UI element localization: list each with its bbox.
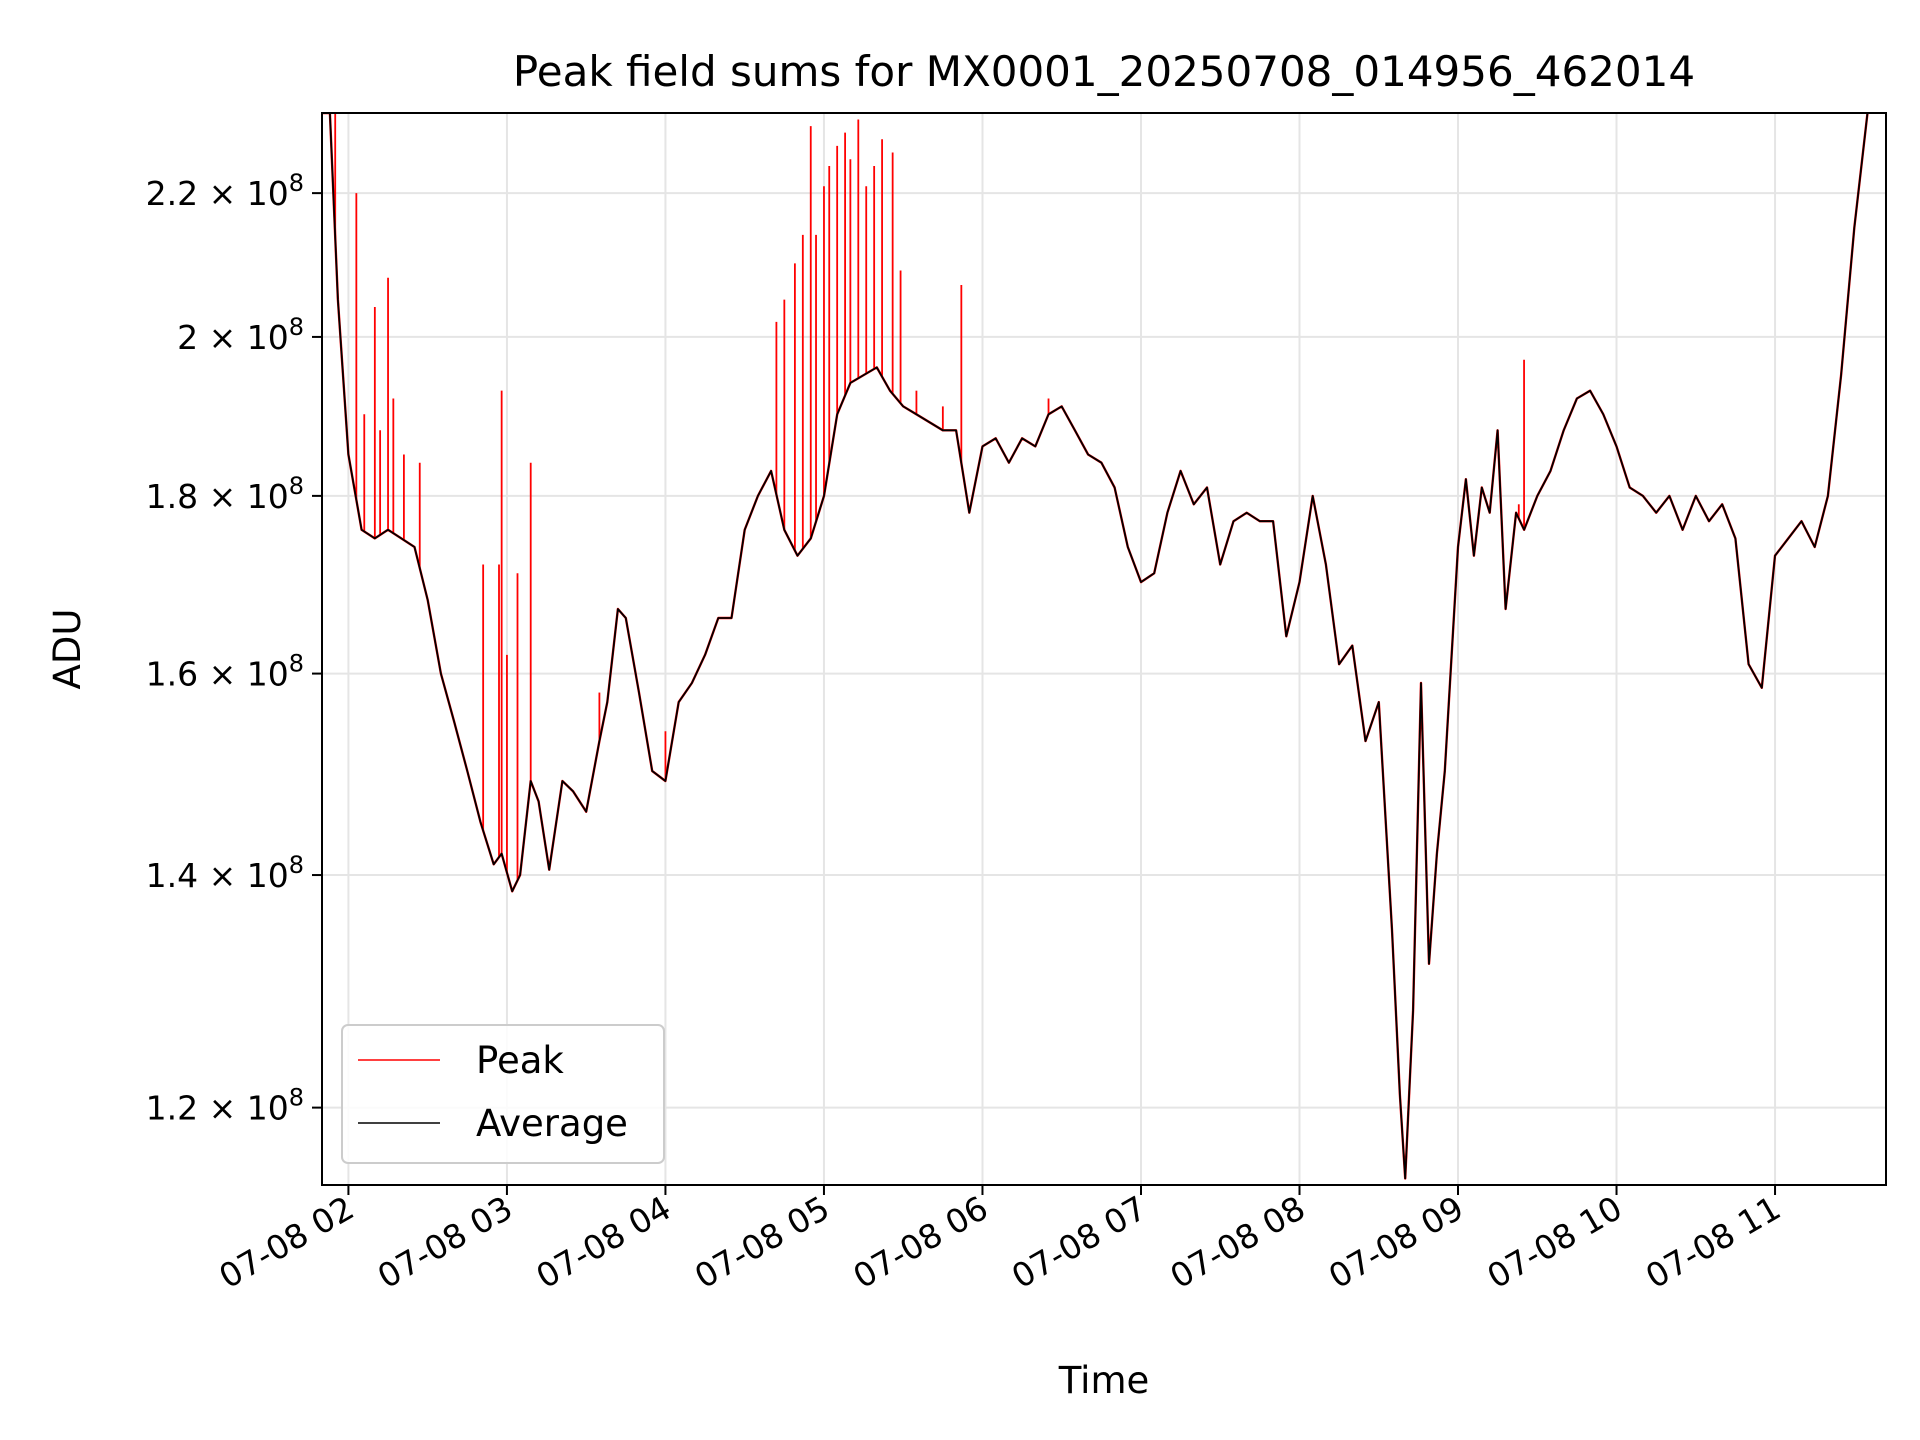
y-tick-label: 1.8 × 108 [146, 472, 304, 516]
x-tick-label: 07-08 08 [1164, 1188, 1312, 1296]
chart-title: Peak field sums for MX0001_20250708_0149… [513, 47, 1695, 96]
x-tick-label: 07-08 09 [1322, 1188, 1470, 1296]
x-tick-label: 07-08 05 [688, 1188, 836, 1296]
y-tick-label: 1.6 × 108 [146, 650, 304, 694]
x-tick-label: 07-08 02 [212, 1188, 360, 1296]
x-axis: 07-08 02 07-08 03 07-08 04 07-08 05 07-08 06… [212, 1185, 1787, 1296]
x-tick-label: 07-08 10 [1481, 1188, 1629, 1296]
x-tick-label: 07-08 11 [1639, 1188, 1787, 1296]
y-tick-label: 2.2 × 108 [146, 169, 304, 213]
plot-lines [322, 113, 1869, 1180]
y-tick-label: 1.2 × 108 [146, 1084, 304, 1128]
y-tick-label: 1.4 × 108 [146, 851, 304, 895]
y-tick-label: 2 × 108 [177, 313, 304, 357]
plot-frame [321, 112, 1887, 1186]
legend-label-peak: Peak [476, 1039, 564, 1082]
x-tick-label: 07-08 06 [846, 1188, 994, 1296]
x-tick-label: 07-08 04 [529, 1188, 677, 1296]
x-axis-label: Time [1058, 1359, 1150, 1402]
x-tick-label: 07-08 07 [1005, 1188, 1153, 1296]
series-average-line [322, 113, 1869, 1180]
x-tick-label: 07-08 03 [371, 1188, 519, 1296]
y-axis: 1.2 × 108 1.4 × 108 1.6 × 108 1.8 × 108 2 × … [146, 169, 322, 1128]
y-axis-label: ADU [46, 609, 89, 690]
legend: Peak Average [341, 1024, 665, 1164]
legend-label-average: Average [476, 1102, 628, 1145]
series-peak-line [322, 113, 1869, 1180]
